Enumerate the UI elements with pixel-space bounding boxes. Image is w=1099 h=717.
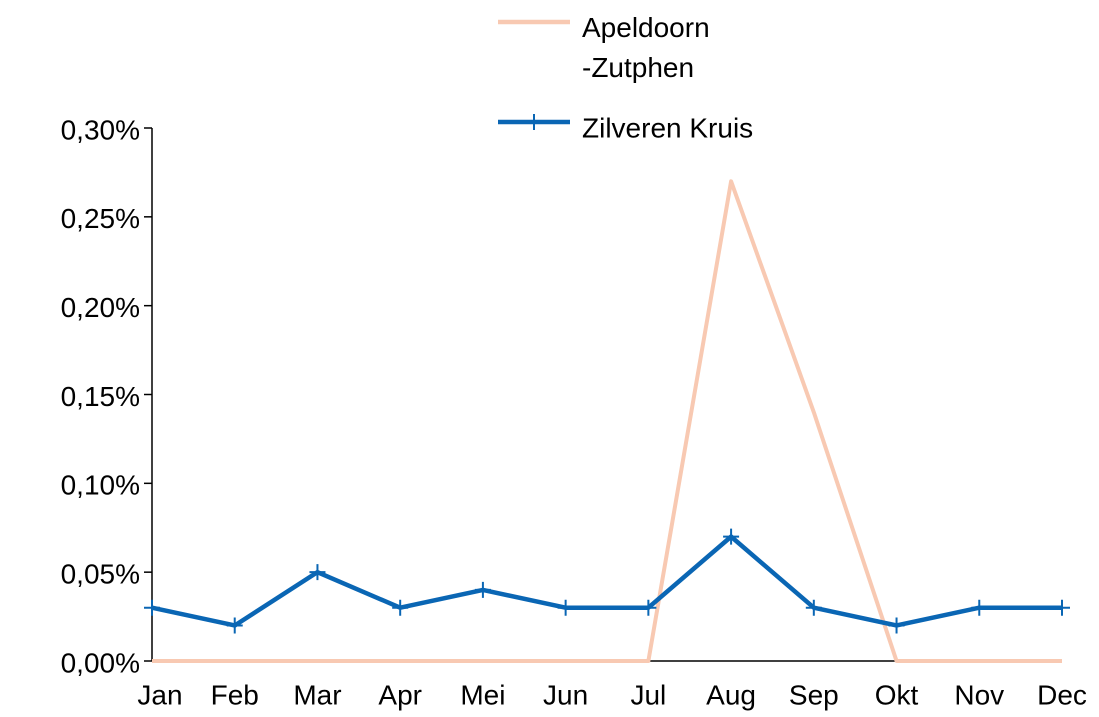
series-line (152, 179, 1062, 663)
legend-label-line: Apeldoorn (582, 12, 710, 43)
x-tick-label: Jun (543, 679, 588, 710)
y-tick-label: 0,05% (61, 559, 140, 590)
x-tick-label: Mar (293, 679, 341, 710)
x-tick-label: Feb (211, 679, 259, 710)
marker (474, 581, 491, 598)
marker (805, 599, 822, 616)
legend-label: Zilveren Kruis (582, 112, 753, 143)
y-tick-label: 0,10% (61, 470, 140, 501)
marker (226, 617, 243, 634)
x-tick-label: Apr (378, 679, 422, 710)
series-line (151, 534, 1062, 628)
x-tick-label: Jul (630, 679, 666, 710)
marker (640, 599, 657, 616)
marker (557, 599, 574, 616)
marker (144, 599, 160, 616)
y-tick-label: 0,00% (61, 647, 140, 678)
y-tick-label: 0,25% (61, 203, 140, 234)
x-tick-label: Dec (1037, 679, 1087, 710)
marker (1054, 599, 1070, 616)
y-tick-label: 0,30% (61, 114, 140, 145)
legend-label: Apeldoorn -Zutphen (582, 12, 710, 83)
marker (309, 564, 326, 581)
marker (723, 528, 740, 545)
legend-marker (526, 114, 542, 130)
y-tick-label: 0,15% (61, 381, 140, 412)
marker (392, 599, 409, 616)
x-tick-label: Mei (460, 679, 505, 710)
x-tick-label: Nov (954, 679, 1004, 710)
x-tick-label: Okt (875, 679, 919, 710)
marker (971, 599, 988, 616)
y-tick-label: 0,20% (61, 292, 140, 323)
x-tick-label: Aug (706, 679, 756, 710)
x-tick-label: Sep (789, 679, 839, 710)
legend-label-line: -Zutphen (582, 52, 694, 83)
marker (888, 617, 905, 634)
x-tick-label: Jan (137, 679, 182, 710)
